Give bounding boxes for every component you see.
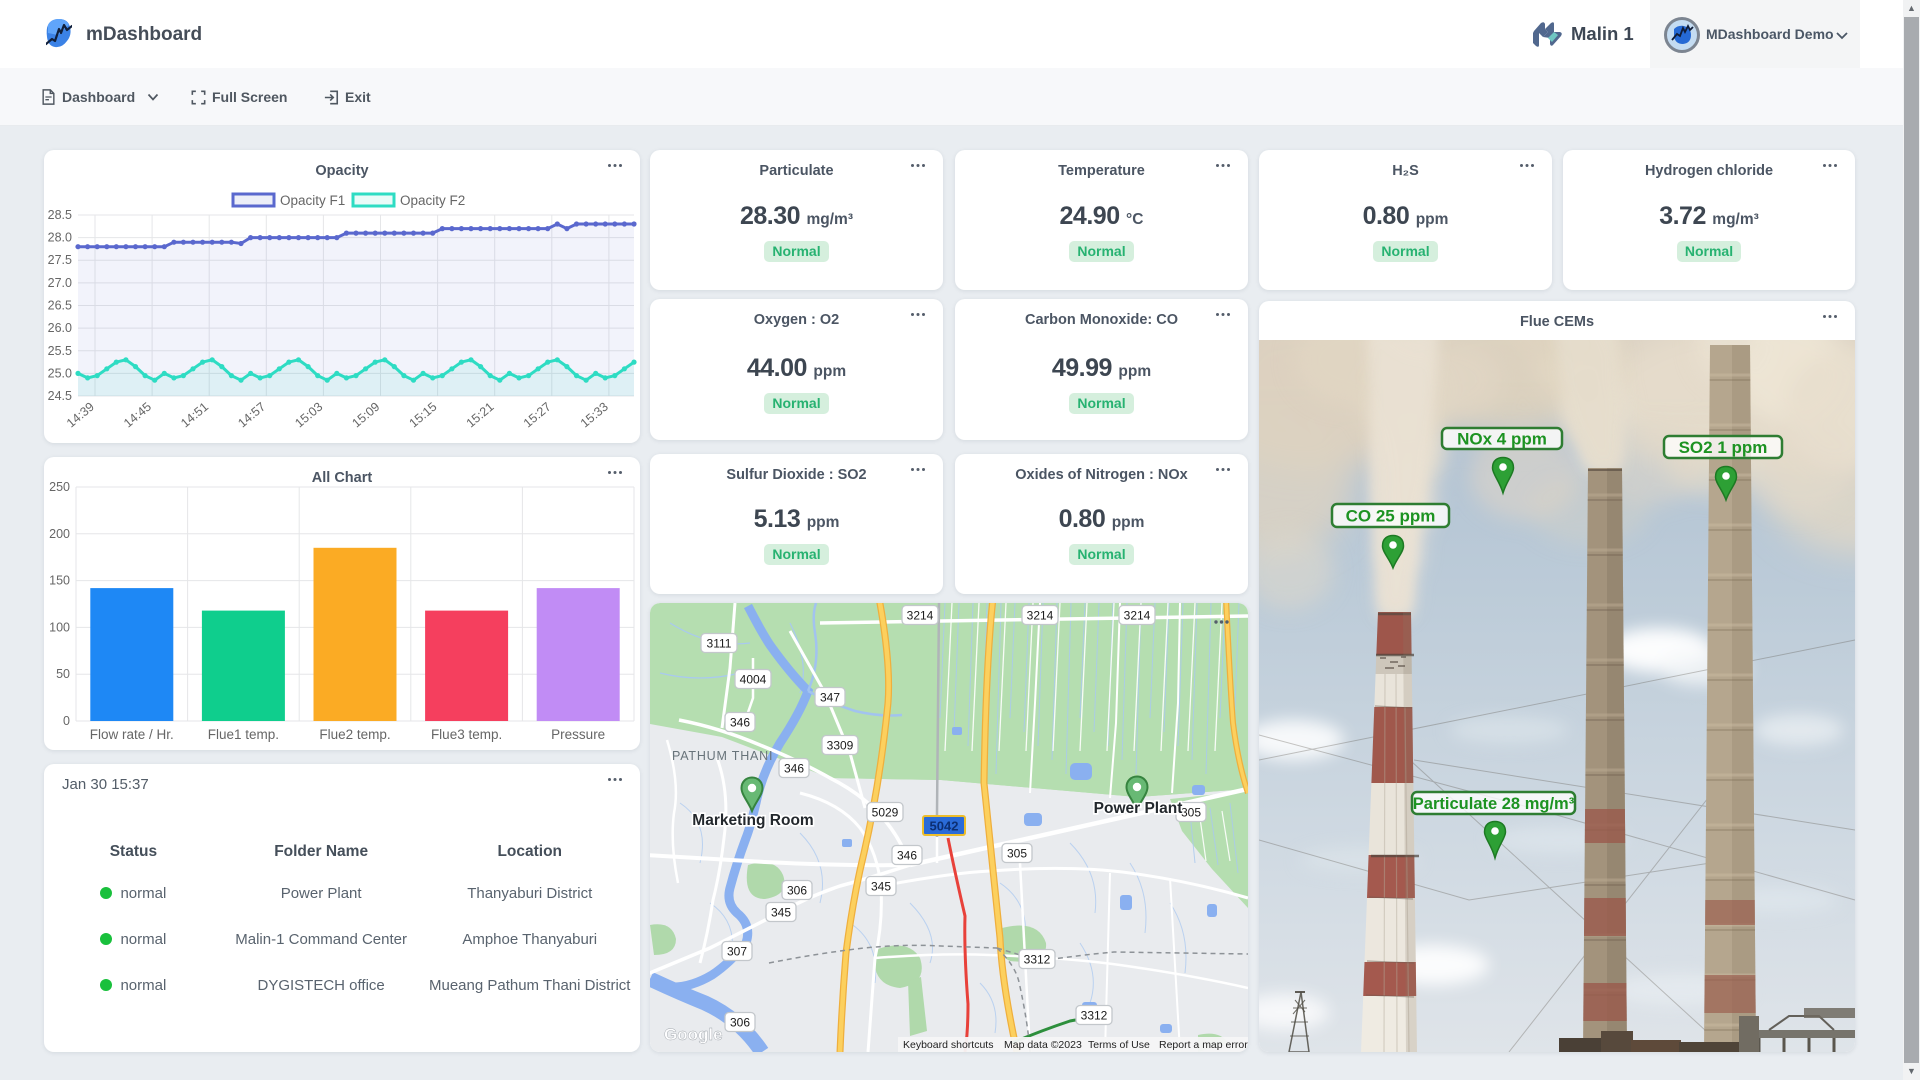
- svg-text:346: 346: [897, 849, 917, 863]
- svg-text:345: 345: [771, 906, 791, 920]
- svg-text:Terms of Use: Terms of Use: [1088, 1039, 1150, 1051]
- svg-text:Flue1 temp.: Flue1 temp.: [208, 727, 279, 742]
- svg-text:3214: 3214: [1124, 609, 1151, 623]
- svg-text:345: 345: [871, 880, 891, 894]
- svg-text:25.5: 25.5: [48, 344, 72, 358]
- svg-text:Map data ©2023: Map data ©2023: [1004, 1039, 1082, 1051]
- svg-text:347: 347: [820, 691, 840, 705]
- svg-text:CO 25 ppm: CO 25 ppm: [1346, 507, 1436, 526]
- svg-text:14:57: 14:57: [235, 400, 268, 431]
- svg-text:28.0: 28.0: [48, 231, 72, 245]
- svg-text:24.5: 24.5: [48, 389, 72, 403]
- svg-text:3111: 3111: [707, 637, 732, 651]
- svg-text:14:51: 14:51: [178, 400, 211, 431]
- svg-text:Power Plant: Power Plant: [1094, 800, 1183, 817]
- svg-text:3214: 3214: [1027, 609, 1054, 623]
- svg-text:Keyboard shortcuts: Keyboard shortcuts: [903, 1039, 993, 1051]
- svg-text:26.0: 26.0: [48, 321, 72, 335]
- svg-text:250: 250: [49, 480, 70, 494]
- svg-text:Opacity F2: Opacity F2: [400, 193, 465, 208]
- svg-text:28.5: 28.5: [48, 208, 72, 222]
- svg-text:200: 200: [49, 527, 70, 541]
- svg-text:Google: Google: [664, 1025, 723, 1044]
- svg-text:Opacity F1: Opacity F1: [280, 193, 345, 208]
- svg-text:26.5: 26.5: [48, 299, 72, 313]
- svg-text:Pressure: Pressure: [551, 727, 605, 742]
- svg-text:Marketing Room: Marketing Room: [692, 812, 813, 829]
- svg-text:306: 306: [730, 1016, 750, 1030]
- svg-text:305: 305: [1181, 806, 1201, 820]
- svg-text:Report a map error: Report a map error: [1159, 1039, 1248, 1051]
- svg-text:NOx 4 ppm: NOx 4 ppm: [1457, 430, 1547, 449]
- svg-text:15:15: 15:15: [407, 400, 440, 431]
- svg-text:15:21: 15:21: [464, 400, 497, 431]
- svg-text:346: 346: [730, 716, 750, 730]
- svg-text:4004: 4004: [740, 673, 767, 687]
- svg-text:346: 346: [784, 762, 804, 776]
- svg-text:Flue2 temp.: Flue2 temp.: [319, 727, 390, 742]
- svg-text:Particulate 28 mg/m³: Particulate 28 mg/m³: [1413, 795, 1575, 813]
- svg-text:Flow rate / Hr.: Flow rate / Hr.: [90, 727, 174, 742]
- svg-text:3312: 3312: [1024, 953, 1051, 967]
- svg-text:100: 100: [49, 620, 70, 634]
- svg-text:14:45: 14:45: [121, 400, 154, 431]
- svg-text:3309: 3309: [827, 739, 854, 753]
- svg-text:14:39: 14:39: [64, 400, 97, 431]
- svg-text:5042: 5042: [930, 819, 959, 834]
- svg-text:15:33: 15:33: [578, 400, 611, 431]
- svg-text:3214: 3214: [907, 609, 934, 623]
- svg-text:0: 0: [63, 714, 70, 728]
- svg-text:15:03: 15:03: [292, 400, 325, 431]
- svg-text:25.0: 25.0: [48, 366, 72, 380]
- svg-text:PATHUM THANI: PATHUM THANI: [672, 749, 773, 763]
- svg-text:307: 307: [727, 945, 747, 959]
- svg-text:3312: 3312: [1081, 1009, 1108, 1023]
- svg-text:305: 305: [1007, 847, 1027, 861]
- svg-text:150: 150: [49, 574, 70, 588]
- svg-text:306: 306: [787, 884, 807, 898]
- svg-text:15:09: 15:09: [349, 400, 382, 431]
- svg-text:27.5: 27.5: [48, 253, 72, 267]
- svg-text:15:27: 15:27: [521, 400, 554, 431]
- svg-text:50: 50: [56, 667, 70, 681]
- svg-text:27.0: 27.0: [48, 276, 72, 290]
- svg-text:SO2 1 ppm: SO2 1 ppm: [1679, 438, 1768, 457]
- svg-text:Flue3 temp.: Flue3 temp.: [431, 727, 502, 742]
- svg-text:5029: 5029: [872, 806, 899, 820]
